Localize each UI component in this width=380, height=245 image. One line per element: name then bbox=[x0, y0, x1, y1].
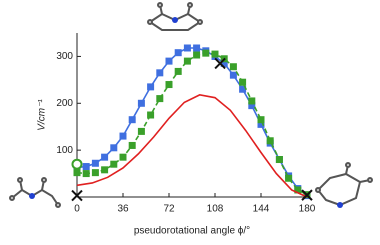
marker bbox=[285, 174, 293, 182]
marker bbox=[239, 78, 247, 86]
marker bbox=[128, 141, 136, 149]
marker bbox=[248, 102, 256, 110]
marker bbox=[147, 111, 155, 119]
marker bbox=[174, 49, 182, 57]
marker bbox=[248, 97, 256, 105]
marker bbox=[82, 163, 90, 171]
x-tick-label: 180 bbox=[299, 204, 316, 215]
marker bbox=[91, 159, 99, 167]
marker bbox=[229, 63, 237, 71]
x-tick-label: 144 bbox=[253, 204, 270, 215]
marker bbox=[257, 116, 265, 124]
marker bbox=[165, 81, 173, 89]
open-circle bbox=[71, 158, 83, 170]
marker bbox=[294, 186, 302, 194]
y-tick-label: 200 bbox=[56, 98, 73, 109]
marker bbox=[110, 144, 118, 152]
marker bbox=[174, 67, 182, 75]
x-marker bbox=[214, 57, 226, 70]
marker bbox=[257, 120, 265, 128]
marker bbox=[202, 49, 210, 57]
marker bbox=[239, 85, 247, 93]
marker bbox=[266, 137, 274, 145]
marker bbox=[183, 57, 191, 65]
marker bbox=[193, 44, 201, 52]
marker bbox=[119, 132, 127, 140]
marker bbox=[156, 69, 164, 77]
series-line bbox=[76, 94, 308, 198]
series-line bbox=[76, 52, 308, 196]
marker bbox=[165, 57, 173, 65]
marker bbox=[101, 166, 109, 174]
x-axis-label: pseudorotational angle ϕ/° bbox=[134, 226, 250, 237]
marker bbox=[128, 116, 136, 124]
molecule-left bbox=[9, 177, 61, 208]
marker bbox=[73, 169, 81, 177]
marker bbox=[220, 59, 228, 67]
marker bbox=[156, 95, 164, 103]
marker bbox=[101, 153, 109, 161]
y-tick-label: 100 bbox=[56, 145, 73, 156]
x-marker bbox=[301, 189, 313, 201]
molecule-right bbox=[315, 162, 373, 208]
x-tick-label: 0 bbox=[74, 204, 80, 215]
marker bbox=[137, 99, 145, 107]
x-tick-label: 36 bbox=[117, 204, 129, 215]
y-tick-label: 300 bbox=[56, 51, 73, 62]
marker bbox=[119, 153, 127, 161]
x-marker bbox=[71, 189, 83, 202]
marker bbox=[91, 169, 99, 177]
x-tick-label: 108 bbox=[207, 204, 224, 215]
marker bbox=[82, 170, 90, 178]
marker bbox=[193, 51, 201, 59]
marker bbox=[147, 83, 155, 91]
molecule-top bbox=[147, 2, 203, 31]
marker bbox=[211, 50, 219, 58]
y-axis-label: V/cm⁻¹ bbox=[37, 99, 48, 131]
marker bbox=[229, 71, 237, 79]
marker bbox=[137, 127, 145, 135]
series-line bbox=[76, 47, 308, 197]
marker bbox=[110, 160, 118, 168]
marker bbox=[275, 156, 283, 164]
marker bbox=[183, 44, 191, 52]
x-tick-label: 72 bbox=[163, 204, 175, 215]
